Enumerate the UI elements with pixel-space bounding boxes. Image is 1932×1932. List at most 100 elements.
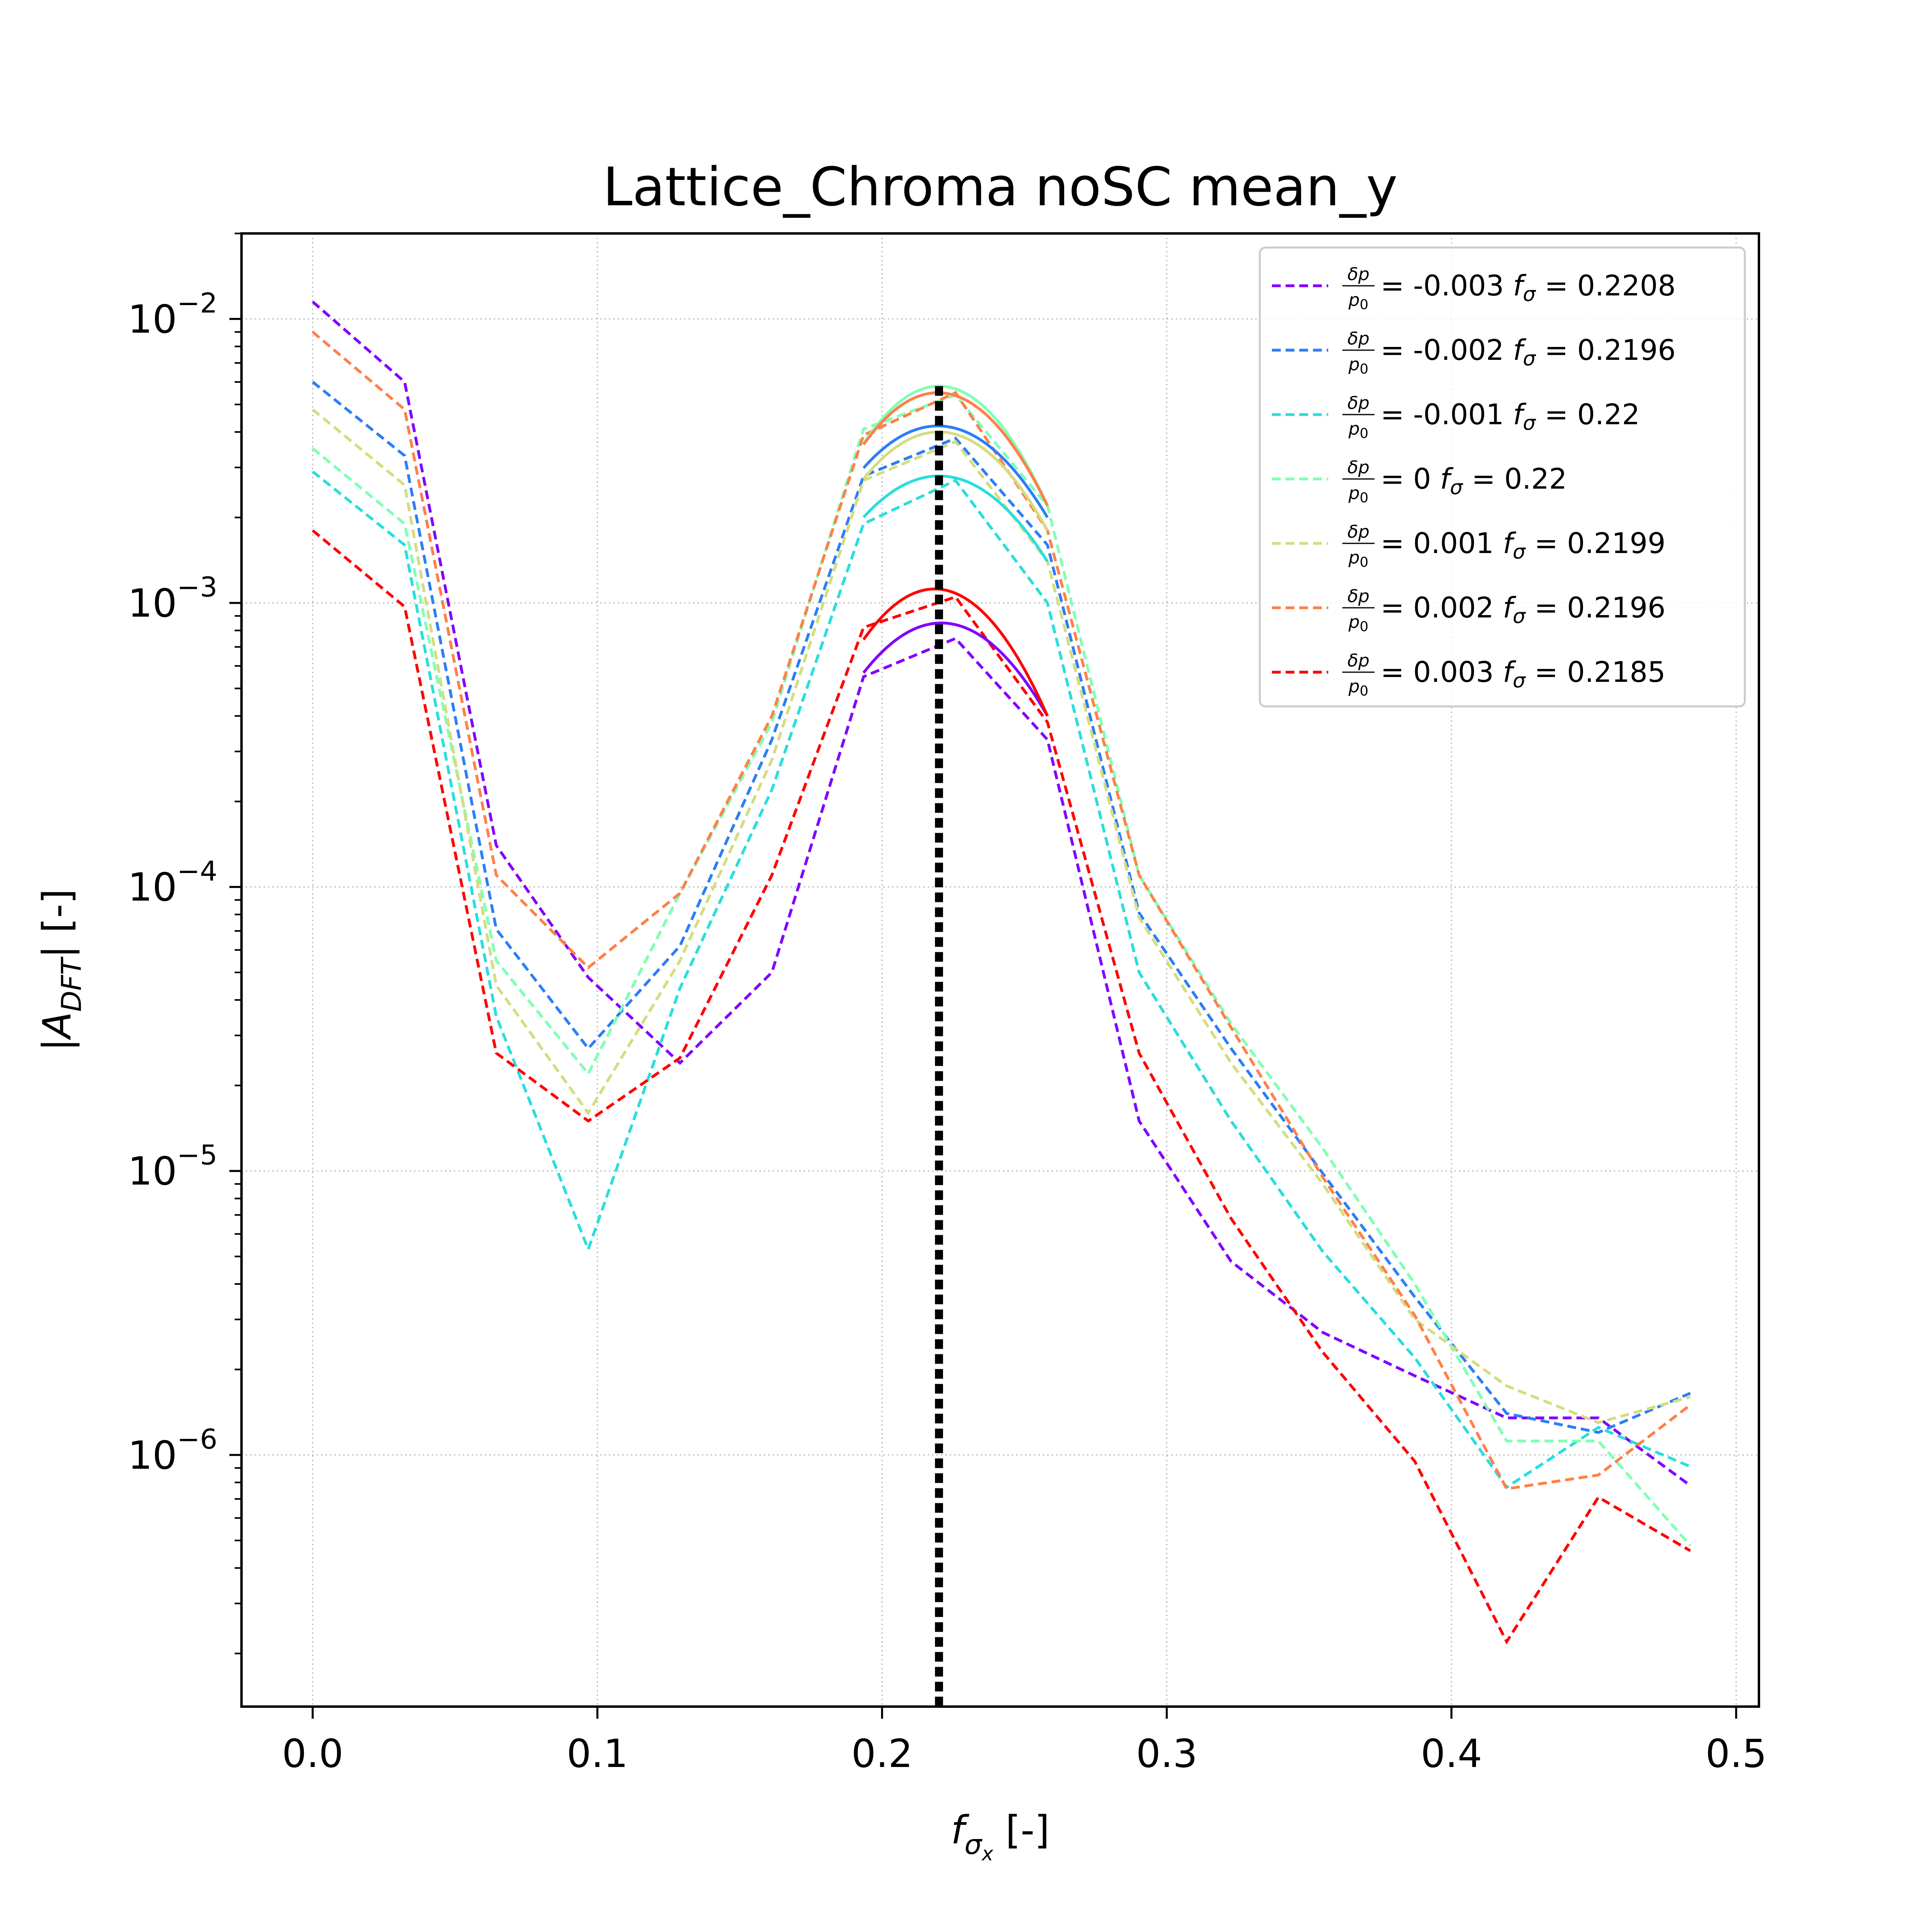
data-point — [1506, 1641, 1507, 1642]
data-point — [863, 435, 864, 436]
legend-frac-den: p0 — [1348, 676, 1368, 699]
legend-frac-den: p0 — [1348, 612, 1368, 635]
data-point — [312, 409, 313, 410]
axes-ticks: 0.0 0.1 0.2 0.3 0.4 0.5 10−6 10−5 10−4 10−3 10−2 — [128, 233, 1767, 1776]
data-point — [312, 471, 313, 472]
legend-frac-den: p0 — [1348, 483, 1368, 506]
legend-frac-num: δp — [1348, 457, 1370, 478]
data-point — [1690, 1545, 1691, 1546]
data-point — [1047, 722, 1048, 723]
data-point — [1598, 1475, 1599, 1476]
series-layer — [312, 300, 1692, 1645]
data-point — [679, 893, 680, 894]
data-point — [955, 638, 956, 639]
data-point — [496, 845, 497, 846]
data-point — [1414, 1319, 1415, 1320]
y-tick-label: 10−3 — [128, 572, 217, 626]
legend-frac-num: δp — [1348, 264, 1370, 285]
legend-entry-label: = -0.003 fσ = 0.2208 — [1381, 269, 1676, 306]
data-point — [1690, 1485, 1691, 1486]
data-point — [1690, 1405, 1691, 1406]
data-point — [1598, 1422, 1599, 1423]
data-point — [1322, 1332, 1323, 1333]
x-tick-label: 0.3 — [1136, 1731, 1197, 1776]
fit-curve — [862, 587, 1049, 717]
legend-entry-label: = -0.002 fσ = 0.2196 — [1381, 334, 1676, 370]
x-tick-label: 0.0 — [282, 1731, 343, 1776]
data-point — [1690, 1550, 1691, 1551]
x-tick-label: 0.4 — [1421, 1731, 1482, 1776]
series-line — [312, 393, 1692, 1547]
fit-curve — [862, 430, 1049, 531]
data-point — [1231, 1048, 1232, 1049]
data-point — [1506, 1488, 1507, 1489]
data-point — [404, 455, 405, 456]
data-point — [955, 441, 956, 442]
data-point — [1322, 1148, 1323, 1149]
data-point — [588, 1048, 589, 1049]
x-tick-label: 0.1 — [567, 1731, 628, 1776]
data-point — [1231, 1023, 1232, 1024]
legend-frac-den: p0 — [1348, 419, 1368, 442]
legend-entry-label: = 0.003 fσ = 0.2185 — [1381, 656, 1666, 692]
data-point — [588, 1249, 589, 1250]
data-point — [863, 523, 864, 524]
y-tick-label: 10−6 — [128, 1424, 217, 1478]
legend-entry-label: = -0.001 fσ = 0.22 — [1381, 398, 1640, 435]
fit-layer — [862, 384, 1049, 717]
data-point — [404, 606, 405, 607]
legend-entry-label: = 0.002 fσ = 0.2196 — [1381, 591, 1666, 628]
data-point — [1506, 1385, 1507, 1386]
series-line — [312, 331, 1691, 1490]
data-point — [312, 530, 313, 531]
data-point — [863, 480, 864, 481]
series-line — [312, 300, 1691, 1487]
series-line — [312, 381, 1691, 1434]
data-point — [679, 1057, 680, 1058]
y-axis-label-text: |ADFT| [-] — [35, 889, 88, 1051]
legend-frac-num: δp — [1348, 393, 1370, 413]
legend-frac-num: δp — [1348, 586, 1370, 607]
data-point — [588, 967, 589, 968]
data-point — [863, 475, 864, 476]
data-point — [1598, 1427, 1599, 1428]
y-tick-label: 10−2 — [128, 287, 217, 342]
legend-entry-label: = 0 fσ = 0.22 — [1381, 462, 1567, 499]
data-point — [1322, 1177, 1323, 1178]
data-point — [1047, 739, 1048, 740]
x-axis-label: fσx [-] — [951, 1808, 1049, 1865]
data-point — [1414, 1357, 1415, 1358]
legend-entry-label: = 0.001 fσ = 0.2199 — [1381, 527, 1666, 564]
data-point — [1598, 1432, 1599, 1433]
grid — [242, 233, 1759, 1707]
legend-frac-den: p0 — [1348, 354, 1368, 377]
fit-curve — [862, 424, 1049, 518]
data-point — [1598, 1497, 1599, 1498]
fit-curve — [862, 474, 1049, 562]
x-tick-label: 0.2 — [851, 1731, 913, 1776]
legend-frac-num: δp — [1348, 522, 1370, 542]
data-point — [496, 1016, 497, 1017]
legend-frac-num: δp — [1348, 650, 1370, 671]
data-point — [1414, 1296, 1415, 1297]
data-point — [1414, 1375, 1415, 1376]
chart-title: Lattice_Chroma noSC mean_y — [603, 156, 1398, 218]
y-axis-label: |ADFT| [-] — [35, 889, 88, 1051]
data-point — [496, 985, 497, 986]
data-point — [312, 448, 313, 449]
x-tick-label: 0.5 — [1705, 1731, 1767, 1776]
data-point — [1322, 1173, 1323, 1174]
data-point — [1231, 1218, 1232, 1219]
legend-frac-den: p0 — [1348, 290, 1368, 313]
data-point — [1231, 1027, 1232, 1028]
data-point — [1414, 1315, 1415, 1316]
y-tick-label: 10−5 — [128, 1139, 217, 1194]
data-point — [1322, 1183, 1323, 1184]
data-point — [679, 945, 680, 946]
data-point — [1322, 1352, 1323, 1353]
fit-curve — [862, 391, 1049, 506]
fit-curve — [862, 621, 1049, 717]
y-tick-label: 10−4 — [128, 856, 217, 910]
data-point — [955, 392, 956, 393]
data-point — [679, 960, 680, 961]
